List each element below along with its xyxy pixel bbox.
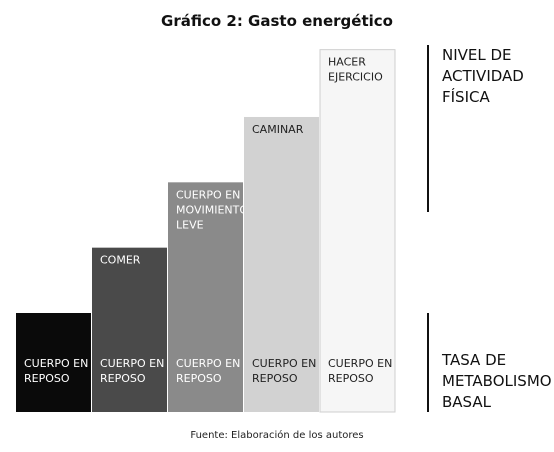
bar-5-resting-label: CUERPO EN REPOSO [328,357,392,385]
chart-title: Gráfico 2: Gasto energético [161,12,393,30]
chart-source: Fuente: Elaboración de los autores [190,430,364,441]
bar-1 [16,313,91,412]
bar-4 [244,116,319,412]
bar-1-resting-label: CUERPO EN REPOSO [24,357,88,385]
bar-2 [92,247,167,412]
bar-3 [168,182,243,412]
bar-4-activity-label: CAMINAR [252,123,304,136]
bar-5 [319,49,396,413]
bar-4-resting-label: CUERPO EN REPOSO [252,357,316,385]
bar-3-activity-label: CUERPO EN MOVIMIENTO LEVE [176,188,248,231]
bracket-label-2: TASA DE METABOLISMO BASAL [441,351,552,411]
bar-2-activity-label: COMER [100,254,141,267]
bar-2-resting-label: CUERPO EN REPOSO [100,357,164,385]
bracket-label-1: NIVEL DE ACTIVIDAD FÍSICA [442,46,524,106]
bar-3-resting-label: CUERPO EN REPOSO [176,357,240,385]
bar-5-activity-label: HACER EJERCICIO [328,56,383,84]
